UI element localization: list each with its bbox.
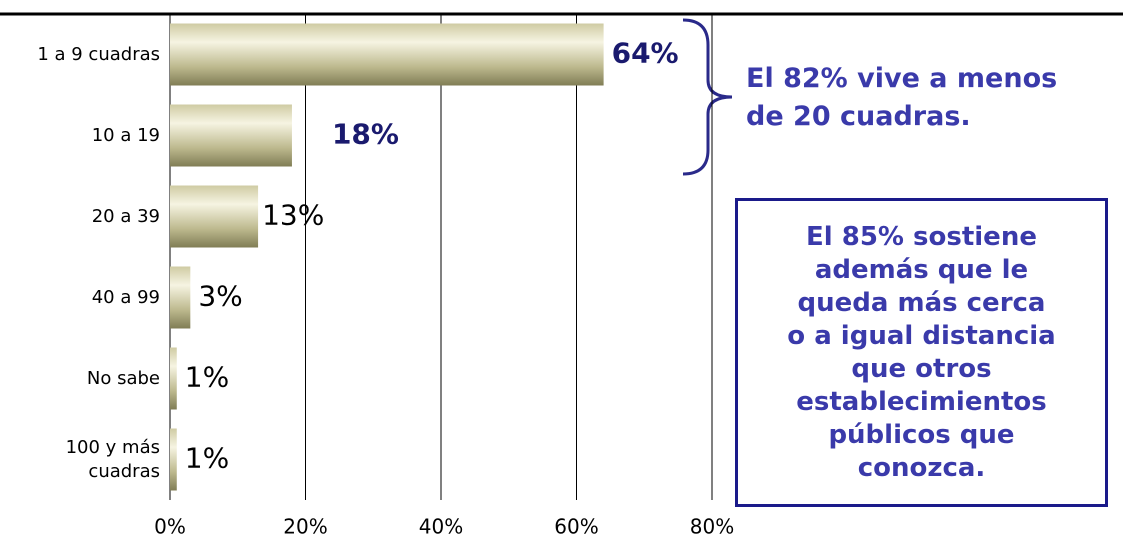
y-tick-label: 10 a 19 xyxy=(91,124,160,146)
annotation-line: El 82% vive a menos xyxy=(746,63,1058,94)
data-label: 3% xyxy=(198,280,242,313)
x-tick-label: 0% xyxy=(154,515,186,539)
data-label: 1% xyxy=(185,442,229,475)
bar xyxy=(170,266,191,329)
annotation-line: o a igual distancia xyxy=(787,320,1056,351)
annotation-line: públicos que xyxy=(828,419,1015,450)
brace xyxy=(682,18,733,176)
annotation-box: El 85% sostiene además que le queda más ce… xyxy=(735,198,1108,507)
bar xyxy=(170,428,177,491)
annotation-line: establecimientos xyxy=(796,386,1047,417)
x-tick-label: 60% xyxy=(554,515,598,539)
data-label: 1% xyxy=(185,361,229,394)
y-tick-label: No sabe xyxy=(86,367,160,389)
annotation: El 82% vive a menos de 20 cuadras. xyxy=(746,60,1057,136)
data-label: 18% xyxy=(332,118,399,151)
y-tick-label: 100 y más cuadras xyxy=(65,436,160,482)
x-tick-label: 80% xyxy=(690,515,734,539)
x-tick-label: 40% xyxy=(419,515,463,539)
annotation-line: además que le xyxy=(814,254,1029,285)
y-tick-label: 1 a 9 cuadras xyxy=(37,43,160,65)
bar xyxy=(170,104,292,167)
y-tick-label: 40 a 99 xyxy=(91,286,160,308)
bar xyxy=(170,347,177,410)
bar xyxy=(170,185,259,248)
y-tick-label: 20 a 39 xyxy=(91,205,160,227)
annotation-line: conozca. xyxy=(857,452,986,483)
data-label: 64% xyxy=(612,37,679,70)
annotation-line: El 85% sostiene xyxy=(806,221,1037,252)
x-tick-label: 20% xyxy=(283,515,327,539)
data-label: 13% xyxy=(262,199,324,232)
annotation-line: que otros xyxy=(851,353,992,384)
annotation-line: de 20 cuadras. xyxy=(746,101,971,132)
annotation-line: queda más cerca xyxy=(797,287,1046,318)
bar xyxy=(170,23,604,86)
